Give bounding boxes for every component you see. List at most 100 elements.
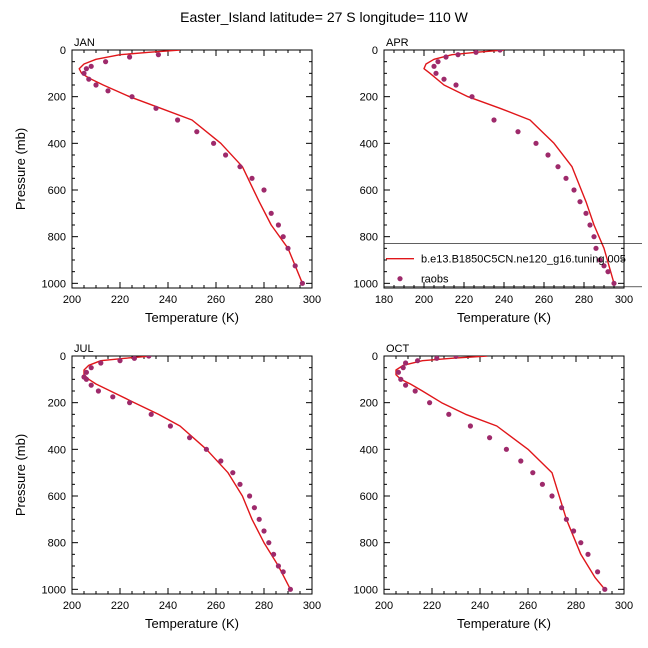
x-axis-title: Temperature (K) — [145, 616, 239, 631]
obs-point — [230, 470, 236, 476]
obs-point — [571, 187, 577, 193]
plot-frame — [383, 49, 625, 289]
y-tick-label: 1000 — [42, 278, 66, 290]
obs-point — [587, 222, 593, 228]
obs-point — [446, 411, 452, 417]
obs-point — [427, 400, 433, 406]
obs-point — [433, 70, 439, 76]
obs-point — [83, 369, 89, 375]
y-axis-title: Pressure (mb) — [13, 434, 28, 516]
obs-point — [559, 505, 565, 511]
obs-point — [127, 54, 133, 60]
obs-point — [148, 411, 154, 417]
obs-point — [110, 394, 116, 400]
plot-frame — [71, 355, 313, 595]
model-profile-line — [78, 50, 304, 284]
obs-point — [88, 365, 94, 371]
obs-point — [585, 551, 591, 557]
y-tick-label: 1000 — [42, 584, 66, 596]
obs-point — [549, 493, 555, 499]
obs-point — [545, 152, 551, 158]
obs-point — [175, 117, 181, 123]
obs-point — [431, 63, 437, 69]
panel-data — [81, 356, 293, 592]
panel-data — [423, 50, 617, 286]
obs-point — [280, 569, 286, 575]
y-tick-label: 600 — [48, 491, 66, 503]
obs-point — [187, 435, 193, 441]
obs-point — [299, 280, 305, 286]
y-tick-label: 400 — [360, 138, 378, 150]
obs-point — [601, 263, 607, 269]
y-tick-label: 800 — [360, 538, 378, 550]
obs-point — [602, 586, 608, 592]
obs-point — [292, 263, 298, 269]
obs-point — [497, 50, 503, 53]
x-axis-title: Temperature (K) — [457, 616, 551, 631]
panel-jul: 200 220 240 260 280 300 0 200 400 600 800 1000 JUL Te… — [13, 343, 321, 631]
obs-point — [131, 356, 137, 361]
obs-point — [275, 222, 281, 228]
x-tick-label: 240 — [159, 294, 177, 306]
obs-point — [555, 164, 561, 170]
obs-point — [117, 358, 123, 364]
x-tick-label: 240 — [471, 600, 489, 612]
obs-point — [473, 50, 479, 55]
x-tick-label: 260 — [519, 600, 537, 612]
model-profile-line — [83, 356, 292, 590]
obs-point — [81, 70, 87, 76]
obs-point — [611, 280, 617, 286]
x-axis-title: Temperature (K) — [457, 310, 551, 325]
obs-point — [155, 52, 161, 58]
panel-title: JUL — [74, 343, 94, 355]
y-tick-label: 0 — [372, 45, 378, 57]
obs-point — [395, 369, 401, 375]
obs-point — [223, 152, 229, 158]
obs-point — [415, 358, 421, 364]
plot-frame — [383, 355, 625, 595]
obs-point — [530, 470, 536, 476]
x-tick-label: 300 — [615, 294, 633, 306]
x-tick-label: 220 — [455, 294, 473, 306]
x-tick-label: 260 — [535, 294, 553, 306]
panel-title: APR — [386, 37, 409, 49]
obs-point — [271, 551, 277, 557]
obs-point — [443, 54, 449, 60]
obs-point — [287, 586, 293, 592]
obs-point — [563, 516, 570, 522]
obs-point — [103, 59, 109, 65]
obs-point — [434, 356, 440, 361]
obs-point — [503, 446, 509, 452]
x-tick-label: 280 — [255, 600, 273, 612]
obs-point — [578, 540, 584, 546]
panel-title: JAN — [74, 37, 95, 49]
x-tick-label: 240 — [159, 600, 177, 612]
y-tick-label: 800 — [360, 232, 378, 244]
obs-point — [403, 382, 409, 388]
obs-point — [593, 245, 599, 251]
legend-model-label: b.e13.B1850C5CN.ne120_g16.tuning.005 — [421, 254, 626, 266]
obs-point — [129, 94, 135, 100]
obs-point — [515, 129, 521, 135]
obs-point — [280, 234, 286, 240]
panel-title: OCT — [386, 343, 410, 355]
x-tick-label: 260 — [207, 600, 225, 612]
obs-point — [605, 269, 611, 275]
panel-data — [78, 50, 305, 286]
legend-marker-swatch — [397, 276, 403, 282]
y-tick-label: 1000 — [354, 584, 378, 596]
x-tick-label: 220 — [111, 600, 129, 612]
x-tick-label: 280 — [567, 600, 585, 612]
x-tick-label: 200 — [415, 294, 433, 306]
obs-point — [88, 382, 94, 388]
obs-point — [491, 117, 497, 123]
obs-point — [153, 105, 159, 111]
obs-point — [455, 52, 461, 58]
y-tick-label: 400 — [48, 138, 66, 150]
obs-point — [86, 76, 92, 82]
obs-point — [435, 59, 441, 65]
obs-point — [275, 563, 281, 569]
obs-point — [95, 388, 101, 394]
y-tick-label: 800 — [48, 232, 66, 244]
obs-point — [98, 360, 104, 366]
